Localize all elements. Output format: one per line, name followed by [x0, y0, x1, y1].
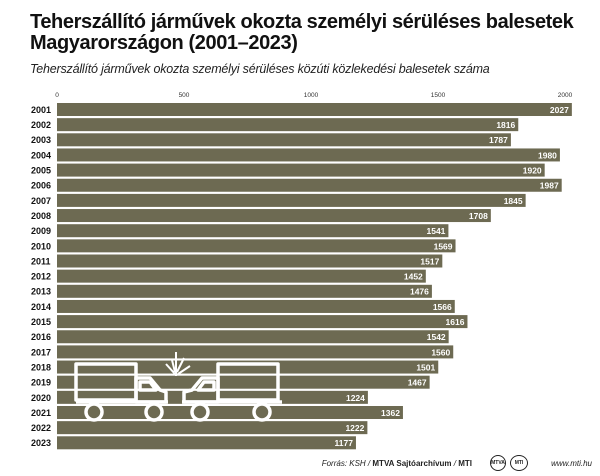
x-tick-label: 0 — [55, 92, 59, 99]
category-label: 2022 — [31, 423, 51, 433]
bar — [57, 163, 545, 177]
bar-value-label: 1816 — [496, 120, 515, 130]
bar-value-label: 1517 — [420, 256, 439, 266]
category-label: 2017 — [31, 347, 51, 357]
category-label: 2015 — [31, 317, 51, 327]
category-label: 2016 — [31, 332, 51, 342]
bar-value-label: 1980 — [538, 150, 557, 160]
bar-value-label: 1467 — [408, 378, 427, 388]
category-label: 2018 — [31, 362, 51, 372]
bar — [57, 436, 356, 450]
chart-title: Teherszállító járművek okozta személyi s… — [30, 11, 574, 54]
bar-value-label: 1566 — [433, 302, 452, 312]
bar — [57, 406, 403, 419]
bar-value-label: 2027 — [550, 105, 569, 115]
bar-value-label: 1569 — [434, 241, 453, 251]
bar-value-label: 1787 — [489, 135, 508, 145]
bar-value-label: 1708 — [469, 211, 488, 221]
category-label: 2012 — [31, 272, 51, 282]
bar-value-label: 1541 — [426, 226, 445, 236]
x-tick-label: 500 — [179, 92, 190, 99]
mtva-logo-icon: MTVA — [490, 455, 506, 471]
category-label: 2021 — [31, 408, 51, 418]
category-label: 2010 — [31, 241, 51, 251]
bar — [57, 148, 560, 162]
bar — [57, 360, 439, 374]
bar — [57, 315, 468, 329]
bar-value-label: 1224 — [346, 393, 365, 403]
category-label: 2002 — [31, 120, 51, 130]
category-label: 2013 — [31, 287, 51, 297]
bar-value-label: 1987 — [540, 181, 559, 191]
bar — [57, 345, 454, 359]
category-label: 2007 — [31, 196, 51, 206]
category-label: 2020 — [31, 393, 51, 403]
bar-value-label: 1501 — [416, 362, 435, 372]
category-label: 2005 — [31, 166, 51, 176]
bar — [57, 209, 491, 223]
truck-collision-icon — [74, 352, 282, 422]
category-label: 2023 — [31, 438, 51, 448]
bar — [57, 375, 430, 389]
bar — [57, 254, 443, 268]
chart-subtitle: Teherszállító járművek okozta személyi s… — [30, 62, 490, 76]
footer: Forrás: KSH / MTVA Sajtóarchívum / MTI M… — [0, 451, 600, 473]
bar — [57, 284, 432, 298]
bar — [57, 239, 456, 253]
source-archive: MTVA Sajtóarchívum — [372, 459, 452, 468]
bar-value-label: 1845 — [504, 196, 523, 206]
source-prefix: Forrás: KSH / — [321, 459, 371, 468]
mti-logo-icon: MTI — [510, 455, 528, 471]
bar — [57, 178, 562, 192]
bar — [57, 224, 449, 238]
bar — [57, 118, 519, 132]
category-label: 2009 — [31, 226, 51, 236]
bar-value-label: 1920 — [523, 166, 542, 176]
bar — [57, 299, 455, 313]
bar-chart: 0 500 1000 1500 2000 2027 2001 1816 2002 1787 2003… — [31, 92, 573, 450]
category-label: 2011 — [31, 256, 51, 266]
bar — [57, 330, 449, 344]
bar — [57, 269, 426, 283]
category-label: 2003 — [31, 135, 51, 145]
website-link[interactable]: www.mti.hu — [551, 459, 592, 468]
category-label: 2008 — [31, 211, 51, 221]
bar-value-label: 1222 — [345, 423, 364, 433]
source-agency: MTI — [458, 459, 472, 468]
category-label: 2004 — [31, 150, 51, 160]
bar — [57, 421, 368, 435]
bar-value-label: 1476 — [410, 287, 429, 297]
source-credit: Forrás: KSH / MTVA Sajtóarchívum / MTI — [322, 459, 472, 468]
bar-value-label: 1452 — [404, 272, 423, 282]
bar — [57, 133, 511, 147]
category-label: 2014 — [31, 302, 51, 312]
x-tick-label: 1000 — [304, 92, 319, 99]
bar — [57, 103, 572, 116]
category-label: 2019 — [31, 378, 51, 388]
bar-value-label: 1177 — [335, 438, 354, 448]
category-label: 2006 — [31, 181, 51, 191]
x-tick-label: 1500 — [431, 92, 446, 99]
bar-value-label: 1542 — [427, 332, 446, 342]
bar — [57, 193, 526, 207]
bar-value-label: 1616 — [446, 317, 465, 327]
bar-value-label: 1560 — [431, 347, 450, 357]
bar-value-label: 1362 — [381, 408, 400, 418]
source-separator: / — [453, 459, 456, 468]
x-tick-label: 2000 — [558, 92, 573, 99]
category-label: 2001 — [31, 105, 51, 115]
